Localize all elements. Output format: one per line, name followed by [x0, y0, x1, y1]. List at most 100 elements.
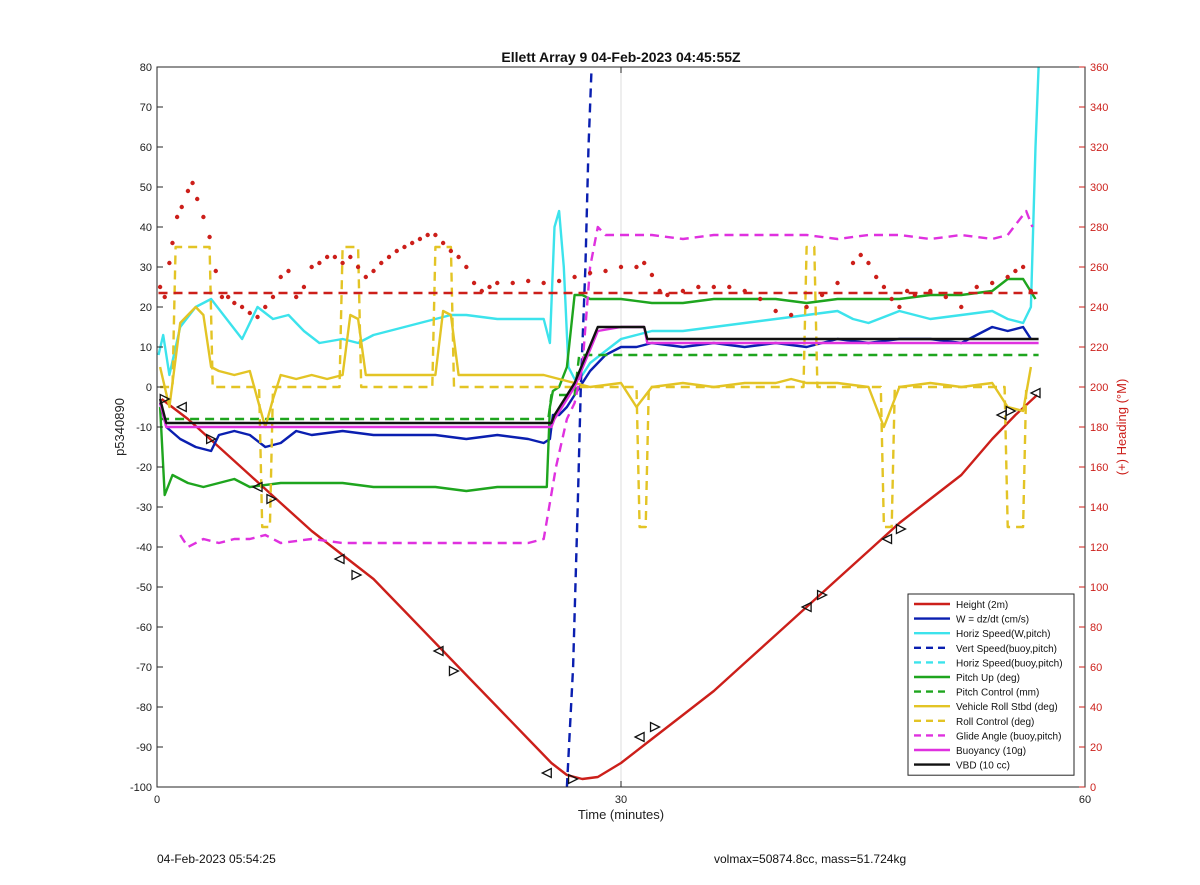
y-tick-label-left: -30: [136, 502, 152, 514]
heading-point: [286, 268, 291, 274]
heading-point: [889, 296, 894, 302]
footer-timestamp: 04-Feb-2023 05:54:25: [157, 852, 276, 866]
heading-point: [363, 274, 368, 280]
heading-point: [711, 284, 716, 290]
heading-point: [294, 294, 299, 300]
height-marker: [881, 533, 893, 545]
heading-point: [448, 248, 454, 254]
heading-point: [239, 304, 245, 310]
height-marker: [251, 481, 263, 493]
y-tick-label-left: -50: [136, 582, 152, 594]
y-tick-label-left: 60: [140, 142, 152, 154]
height-marker: [633, 731, 645, 743]
heading-point: [174, 214, 180, 220]
heading-point: [959, 304, 964, 310]
legend-label: W = dz/dt (cm/s): [956, 615, 1029, 626]
heading-point: [190, 180, 195, 186]
y-tick-label-left: 40: [140, 222, 152, 234]
heading-point: [309, 264, 314, 270]
series-line-height-2m: [160, 394, 1038, 781]
x-tick-label: 60: [1079, 794, 1091, 806]
heading-point: [324, 254, 330, 260]
y-tick-label-left: 10: [140, 342, 152, 354]
heading-point: [425, 232, 430, 238]
height-marker: [895, 523, 907, 535]
y-tick-label-left: -80: [136, 702, 152, 714]
height-marker: [800, 601, 812, 613]
heading-point: [219, 294, 225, 300]
y-tick-label-left: -100: [130, 782, 152, 794]
legend-label: Horiz Speed(W,pitch): [956, 629, 1050, 640]
y-tick-label-left: -40: [136, 542, 152, 554]
y-tick-label-left: -20: [136, 462, 152, 474]
y-tick-label-left: -10: [136, 422, 152, 434]
heading-point: [649, 272, 655, 278]
heading-point: [263, 304, 268, 310]
heading-point: [874, 274, 879, 280]
heading-point: [170, 240, 175, 246]
heading-point: [255, 314, 260, 320]
y-axis-label-left: p5340890: [112, 398, 127, 456]
height-marker: [266, 493, 278, 505]
heading-point: [464, 264, 469, 270]
y-tick-label-right: 100: [1090, 582, 1108, 594]
y-tick-label-right: 180: [1090, 422, 1108, 434]
heading-point: [162, 294, 167, 300]
series-line-vert-speed-buoy-pitch: [565, 67, 593, 787]
heading-point: [858, 252, 863, 258]
heading-point: [417, 236, 423, 242]
heading-point: [278, 274, 283, 280]
height-marker: [540, 767, 552, 779]
legend-box: [907, 593, 1075, 776]
heading-point: [340, 260, 345, 266]
heading-point: [348, 254, 353, 260]
legend-label: Buoyancy (10g): [956, 746, 1026, 757]
heading-point: [225, 294, 231, 300]
heading-point: [179, 204, 184, 210]
heading-point: [301, 284, 307, 290]
heading-point: [788, 312, 794, 318]
heading-point: [355, 264, 361, 270]
height-marker: [448, 665, 460, 677]
heading-point: [394, 248, 399, 254]
heading-point: [556, 278, 562, 284]
heading-point: [526, 278, 531, 284]
heading-point: [642, 260, 647, 266]
y-tick-label-left: -70: [136, 662, 152, 674]
heading-point: [185, 188, 191, 194]
heading-point: [371, 268, 376, 274]
height-marker: [1029, 387, 1041, 399]
heading-point: [904, 288, 910, 294]
y-tick-label-left: 80: [140, 62, 152, 74]
height-marker: [567, 773, 580, 785]
heading-point: [456, 254, 461, 260]
heading-point: [433, 232, 438, 238]
heading-point: [603, 268, 608, 274]
heading-point: [1020, 264, 1026, 270]
heading-point: [541, 280, 546, 286]
y-tick-label-right: 240: [1090, 302, 1108, 314]
heading-point: [727, 284, 732, 290]
series-line-glide-angle-buoy-pitch: [179, 209, 1034, 549]
y-tick-label-right: 0: [1090, 782, 1096, 794]
heading-point: [696, 284, 701, 290]
y-tick-label-right: 300: [1090, 182, 1108, 194]
heading-point: [804, 304, 809, 310]
legend-label: Vert Speed(buoy,pitch): [956, 644, 1057, 655]
heading-point: [850, 260, 856, 266]
heading-point: [379, 260, 384, 266]
y-tick-label-right: 340: [1090, 102, 1108, 114]
y-tick-label-left: 50: [140, 182, 152, 194]
y-tick-label-left: 70: [140, 102, 152, 114]
series-line-horiz-speed-w-pitch: [157, 67, 1040, 381]
x-tick-label: 30: [615, 794, 627, 806]
y-tick-label-right: 360: [1090, 62, 1108, 74]
y-tick-label-right: 220: [1090, 342, 1108, 354]
heading-point: [440, 240, 446, 246]
y-tick-label-right: 320: [1090, 142, 1108, 154]
y-tick-label-right: 20: [1090, 742, 1102, 754]
heading-point: [866, 260, 871, 266]
footer-vehicle-info: volmax=50874.8cc, mass=51.724kg: [714, 852, 907, 866]
height-marker: [1005, 405, 1017, 417]
heading-point: [386, 254, 392, 260]
